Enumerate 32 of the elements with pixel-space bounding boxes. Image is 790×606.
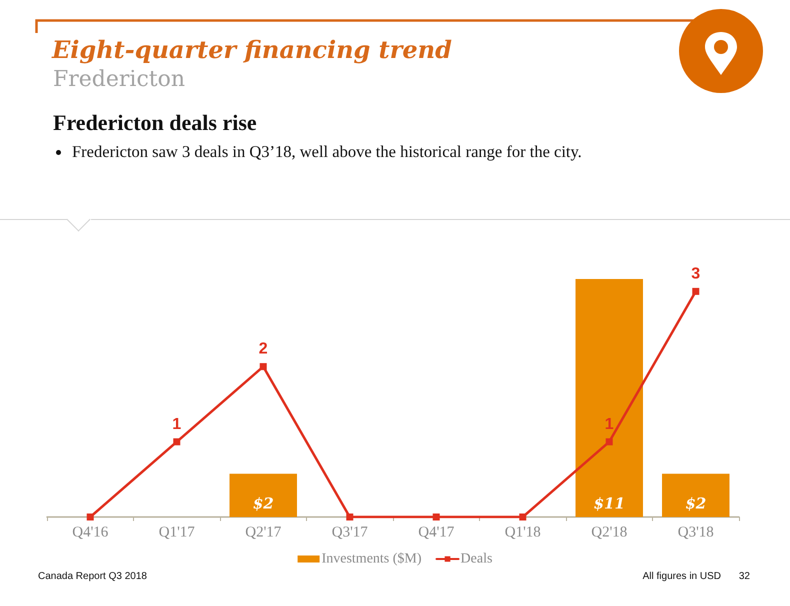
point <box>519 514 526 520</box>
point <box>86 514 94 520</box>
x-tick-label: Q2'17 <box>245 524 282 540</box>
data-label: $2 <box>685 494 706 512</box>
data-label: 1 <box>604 416 614 433</box>
point <box>260 363 267 370</box>
chart-subtitle: Fredericton <box>53 67 186 92</box>
x-tick-label: Q3'17 <box>332 524 368 540</box>
data-label: 2 <box>258 340 268 358</box>
x-tick-label: Q4'16 <box>72 524 109 540</box>
x-tick-label: Q2'18 <box>591 524 628 540</box>
data-label: $2 <box>252 494 274 512</box>
data-label: 1 <box>172 416 182 433</box>
legend-label: Investments ($M) <box>322 552 422 566</box>
x-tick-label: Q1'17 <box>158 524 196 540</box>
text: Canada Report Q3 2018 <box>38 571 147 582</box>
x-tick-label: Q4'17 <box>418 524 455 540</box>
text: All figures in USD <box>642 571 721 582</box>
point <box>606 438 613 446</box>
point <box>432 514 440 520</box>
text: 32 <box>738 571 750 582</box>
point <box>346 514 354 520</box>
data-label: $11 <box>594 494 625 512</box>
text: Fredericton deals rise <box>53 110 257 136</box>
text: Fredericton saw 3 deals in Q3’18, well above the historical range for the city. <box>72 142 582 162</box>
chart-title: Eight-quarter financing trend <box>52 35 452 64</box>
legend-label: Deals <box>460 552 492 566</box>
x-tick-label: Q3'18 <box>678 524 714 540</box>
x-tick-label: Q1'18 <box>504 524 541 540</box>
data-label: 3 <box>691 265 700 282</box>
point <box>173 438 180 446</box>
point <box>692 288 700 295</box>
